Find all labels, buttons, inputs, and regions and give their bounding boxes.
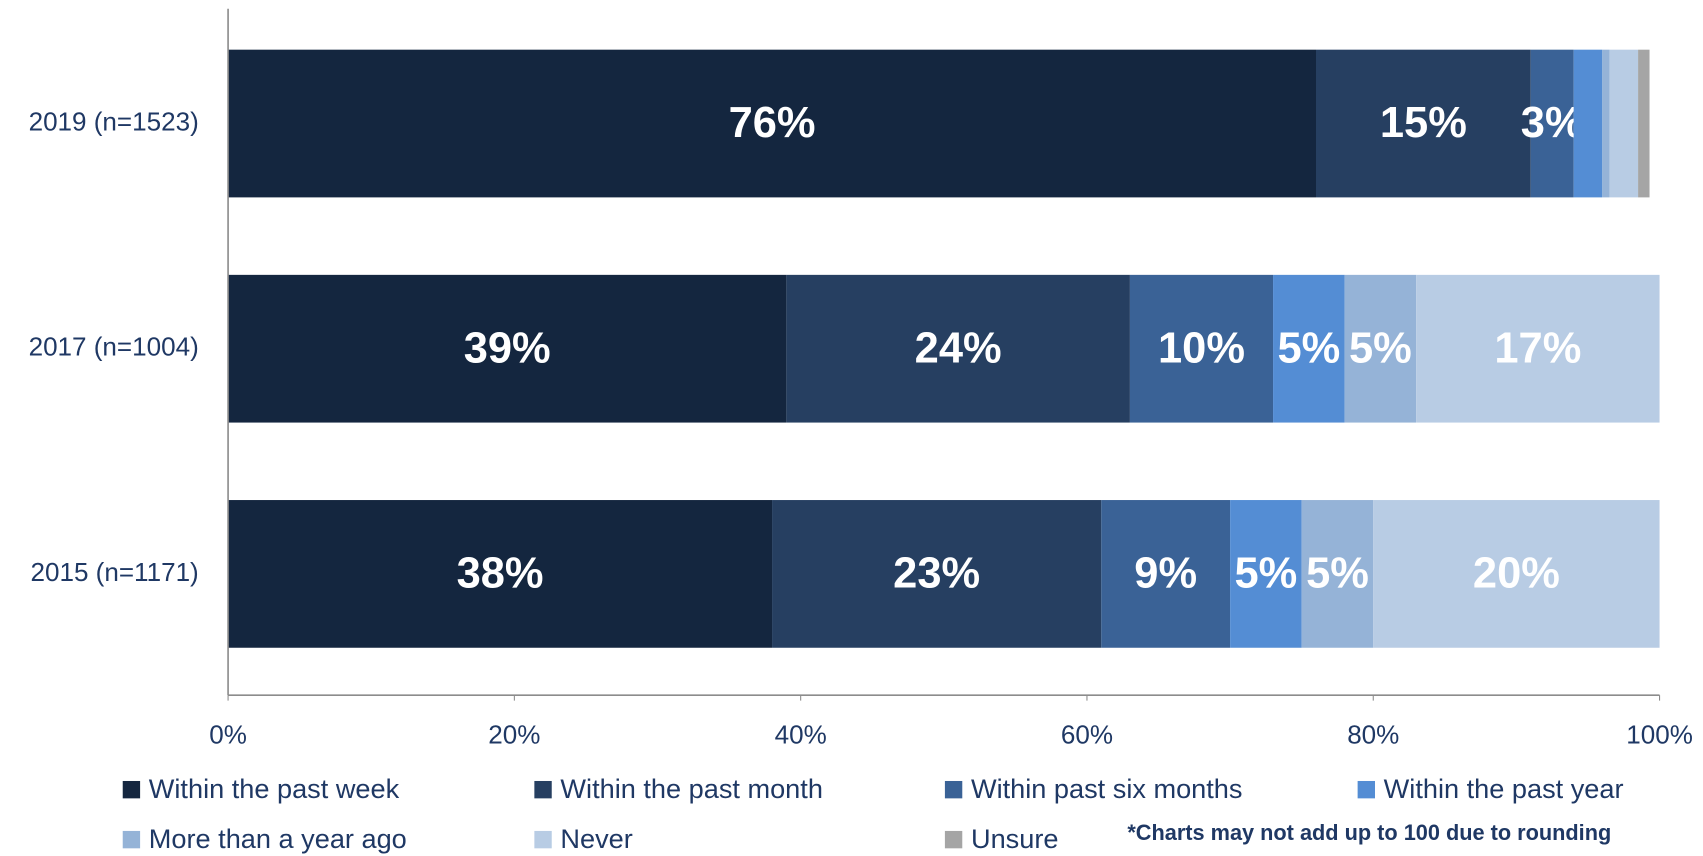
data-label: 9% <box>1134 550 1197 598</box>
data-label: 39% <box>464 324 551 372</box>
bar-segment <box>1316 49 1531 198</box>
category-label: 2017 (n=1004) <box>29 332 199 362</box>
bar-segment <box>1373 500 1660 648</box>
data-label: 3% <box>1521 99 1584 147</box>
bar-segment <box>1638 49 1650 198</box>
data-label: 24% <box>915 324 1002 372</box>
x-tick-label: 0% <box>209 719 247 749</box>
bar-segment <box>1609 49 1639 198</box>
bar-segment <box>1301 500 1374 648</box>
legend-label: Within past six months <box>971 773 1243 804</box>
category-label: 2019 (n=1523) <box>29 106 199 136</box>
legend-label: More than a year ago <box>149 823 407 854</box>
data-label: 76% <box>729 99 816 147</box>
legend-swatch <box>944 830 963 849</box>
bar-segment <box>228 274 787 423</box>
bar-segment <box>1573 49 1603 198</box>
data-label: 5% <box>1235 550 1298 598</box>
legend-label: Unsure <box>971 823 1059 854</box>
legend-swatch <box>1357 780 1375 799</box>
data-label: 5% <box>1349 324 1412 372</box>
bar-segment <box>1416 274 1660 423</box>
x-tick-label: 40% <box>775 719 827 749</box>
category-label: 2015 (n=1171) <box>31 557 199 587</box>
bar-segment <box>786 274 1130 423</box>
footnote: *Charts may not add up to 100 due to rou… <box>1127 820 1611 845</box>
legend-label: Never <box>560 823 632 854</box>
x-tick-label: 20% <box>488 719 540 749</box>
data-label: 5% <box>1277 324 1340 372</box>
bar-segment <box>1273 274 1345 423</box>
bar-segment <box>1230 500 1302 648</box>
legend-swatch <box>534 830 552 849</box>
data-label: 5% <box>1306 550 1369 598</box>
bar-segment <box>1602 49 1610 198</box>
legend-label: Within the past week <box>149 773 400 804</box>
bar-segment <box>1101 500 1231 648</box>
data-label: 15% <box>1380 99 1467 147</box>
data-label: 20% <box>1473 550 1560 598</box>
x-tick-label: 60% <box>1061 719 1113 749</box>
bar-segment <box>1344 274 1417 423</box>
data-label: 10% <box>1158 324 1245 372</box>
x-tick-label: 100% <box>1626 719 1693 749</box>
data-label: 23% <box>893 550 980 598</box>
data-label: 17% <box>1494 324 1581 372</box>
legend-swatch <box>534 780 552 799</box>
legend-label: Within the past month <box>560 773 822 804</box>
bar-segment <box>228 500 773 648</box>
bar-segment <box>772 500 1102 648</box>
legend-swatch <box>122 780 141 799</box>
data-label: 38% <box>457 550 544 598</box>
bar-segment <box>1530 49 1574 198</box>
legend-label: Within the past year <box>1384 773 1624 804</box>
x-tick-label: 80% <box>1347 719 1399 749</box>
legend-swatch <box>122 830 141 849</box>
legend-swatch <box>944 780 963 799</box>
bar-segment <box>1129 274 1274 423</box>
bar-segment <box>228 49 1317 198</box>
